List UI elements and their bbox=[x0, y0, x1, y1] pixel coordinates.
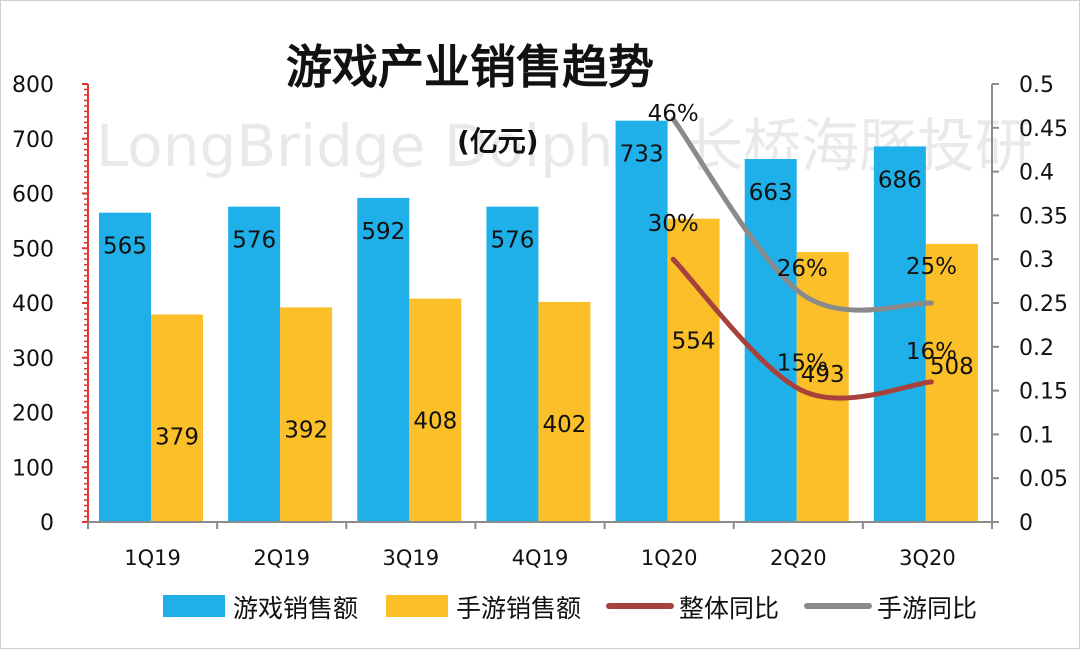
right-axis-tick-label: 0.05 bbox=[1019, 467, 1068, 492]
left-axis-tick-label: 500 bbox=[12, 237, 54, 262]
line-label-mobile-yoy-2Q20: 26% bbox=[777, 256, 828, 282]
bar-label-game-2Q20: 663 bbox=[749, 180, 793, 206]
x-axis-label-3Q19: 3Q19 bbox=[383, 546, 440, 570]
line-label-mobile-yoy-3Q20: 25% bbox=[906, 254, 957, 280]
left-axis-tick-label: 800 bbox=[12, 73, 54, 98]
line-label-overall-yoy-2Q20: 15% bbox=[777, 351, 828, 377]
line-mobile-yoy bbox=[670, 116, 934, 313]
bar-label-game-2Q19: 576 bbox=[232, 228, 276, 254]
legend: 游戏销售额 手游销售额 整体同比 手游同比 bbox=[163, 594, 977, 623]
bar-label-mobile-3Q19: 408 bbox=[413, 409, 457, 435]
line-label-mobile-yoy-1Q20: 46% bbox=[648, 101, 699, 127]
bar-mobile-4Q19 bbox=[538, 301, 591, 522]
legend-label-0: 游戏销售额 bbox=[233, 594, 358, 623]
x-axis-label-3Q20: 3Q20 bbox=[899, 546, 956, 570]
right-axis-tick-label: 0.25 bbox=[1019, 292, 1068, 317]
right-axis-tick-label: 0.1 bbox=[1019, 423, 1054, 448]
bars-layer bbox=[99, 120, 978, 523]
bar-label-game-1Q20: 733 bbox=[620, 142, 664, 168]
right-axis-tick-label: 0.15 bbox=[1019, 380, 1068, 405]
bar-label-game-4Q19: 576 bbox=[490, 228, 534, 254]
chart-title: 游戏产业销售趋势 bbox=[286, 40, 654, 94]
bar-mobile-1Q20 bbox=[667, 218, 720, 522]
bar-game-2Q19 bbox=[228, 206, 281, 522]
bar-mobile-2Q19 bbox=[280, 307, 333, 522]
legend-label-2: 整体同比 bbox=[679, 594, 779, 623]
data-labels-layer: 565 576 592 576 733 663 686 379 392 408 402 554 493 5… bbox=[103, 101, 974, 450]
left-axis-tick-label: 0 bbox=[40, 511, 54, 536]
bar-game-3Q20 bbox=[873, 146, 926, 523]
x-axis-label-1Q19: 1Q19 bbox=[124, 546, 181, 570]
legend-label-1: 手游销售额 bbox=[456, 594, 581, 623]
bar-game-2Q20 bbox=[744, 159, 797, 522]
right-axis-tick-label: 0.4 bbox=[1019, 161, 1054, 186]
right-axis-tick-label: 0.5 bbox=[1019, 73, 1054, 98]
line-label-overall-yoy-1Q20: 30% bbox=[648, 211, 699, 237]
x-axis-label-4Q19: 4Q19 bbox=[512, 546, 569, 570]
left-axis-tick-label: 300 bbox=[12, 347, 54, 372]
legend-swatch-0 bbox=[163, 595, 225, 617]
bar-label-mobile-1Q19: 379 bbox=[155, 424, 199, 450]
bar-game-1Q20 bbox=[615, 120, 668, 523]
bar-label-game-1Q19: 565 bbox=[103, 234, 147, 260]
bar-game-4Q19 bbox=[486, 206, 539, 522]
bar-game-1Q19 bbox=[99, 212, 151, 522]
right-axis-tick-label: 0 bbox=[1019, 511, 1033, 536]
line-label-overall-yoy-3Q20: 16% bbox=[906, 339, 957, 365]
bar-label-mobile-4Q19: 402 bbox=[542, 412, 586, 438]
x-axis-label-2Q19: 2Q19 bbox=[253, 546, 310, 570]
bar-label-mobile-1Q20: 554 bbox=[672, 329, 716, 355]
x-axis-label-2Q20: 2Q20 bbox=[770, 546, 827, 570]
axes-layer: 0 100 200 300 400 500 600 700 800 0 0.05 0.1 0.15 0.2… bbox=[12, 73, 1068, 570]
right-axis-tick-label: 0.3 bbox=[1019, 248, 1054, 273]
left-axis-tick-label: 100 bbox=[12, 456, 54, 481]
lines-layer bbox=[670, 116, 934, 401]
left-axis-tick-label: 200 bbox=[12, 402, 54, 427]
right-axis-tick-label: 0.2 bbox=[1019, 336, 1054, 361]
bar-game-3Q19 bbox=[357, 197, 410, 522]
bar-label-mobile-2Q20: 493 bbox=[801, 362, 845, 388]
left-axis-tick-label: 600 bbox=[12, 183, 54, 208]
bar-mobile-1Q19 bbox=[151, 314, 203, 522]
bar-label-mobile-2Q19: 392 bbox=[284, 417, 328, 443]
right-axis-tick-label: 0.35 bbox=[1019, 204, 1068, 229]
bar-mobile-3Q19 bbox=[409, 298, 462, 522]
legend-swatch-1 bbox=[386, 595, 448, 617]
bar-label-mobile-3Q20: 508 bbox=[930, 354, 974, 380]
bar-mobile-3Q20 bbox=[925, 243, 978, 522]
line-overall-yoy bbox=[670, 256, 934, 401]
bar-label-game-3Q19: 592 bbox=[361, 219, 405, 245]
right-axis-tick-label: 0.45 bbox=[1019, 117, 1068, 142]
left-axis-tick-label: 700 bbox=[12, 128, 54, 153]
chart-subtitle: (亿元) bbox=[457, 125, 539, 158]
legend-label-3: 手游同比 bbox=[877, 594, 977, 623]
left-axis-tick-label: 400 bbox=[12, 292, 54, 317]
x-axis-label-1Q20: 1Q20 bbox=[641, 546, 698, 570]
bar-label-game-3Q20: 686 bbox=[878, 167, 922, 193]
